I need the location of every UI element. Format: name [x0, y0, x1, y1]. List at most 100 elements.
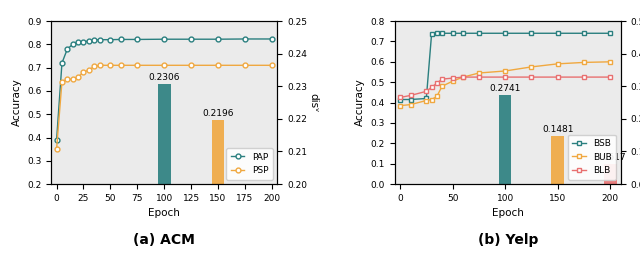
PSP — [214, 64, 222, 67]
PAP — [74, 41, 82, 44]
PAP — [241, 37, 249, 41]
BSB — [580, 32, 588, 35]
PSP — [241, 64, 249, 67]
Y-axis label: Accuracy: Accuracy — [12, 79, 22, 127]
Text: (b) Yelp: (b) Yelp — [477, 233, 538, 247]
PAP — [134, 38, 141, 41]
Bar — [604, 164, 616, 184]
Bar — [157, 84, 171, 184]
Legend: PAP, PSP: PAP, PSP — [227, 148, 273, 180]
BSB — [554, 32, 561, 35]
BSB — [460, 32, 467, 35]
X-axis label: Epoch: Epoch — [492, 208, 524, 218]
PAP — [58, 61, 66, 64]
Line: PAP: PAP — [54, 37, 275, 142]
BUB — [449, 80, 456, 83]
PAP — [90, 39, 98, 42]
Line: PSP: PSP — [54, 63, 275, 151]
BUB — [554, 62, 561, 65]
Bar — [499, 95, 511, 184]
PAP — [69, 43, 77, 46]
PSP — [90, 65, 98, 68]
Text: 0.1481: 0.1481 — [542, 125, 573, 134]
BSB — [449, 32, 456, 35]
BLB — [607, 75, 614, 79]
PSP — [52, 148, 60, 151]
Bar — [212, 120, 225, 184]
BUB — [428, 98, 435, 101]
BLB — [475, 75, 483, 79]
PSP — [96, 64, 104, 67]
BSB — [527, 32, 535, 35]
PAP — [188, 38, 195, 41]
BUB — [460, 75, 467, 79]
PAP — [268, 37, 276, 41]
BSB — [433, 32, 441, 35]
Y-axis label: disᵛ: disᵛ — [308, 93, 318, 112]
BSB — [607, 32, 614, 35]
PSP — [188, 64, 195, 67]
PAP — [85, 39, 93, 42]
BLB — [428, 86, 435, 89]
BLB — [396, 96, 404, 99]
PAP — [106, 38, 114, 41]
PAP — [63, 47, 71, 50]
PSP — [85, 68, 93, 72]
BLB — [449, 77, 456, 80]
X-axis label: Epoch: Epoch — [148, 208, 180, 218]
PSP — [268, 64, 276, 67]
PSP — [79, 71, 87, 74]
PSP — [74, 75, 82, 79]
BSB — [501, 32, 509, 35]
BUB — [396, 104, 404, 107]
BUB — [527, 65, 535, 68]
BLB — [433, 82, 441, 85]
BLB — [580, 75, 588, 79]
BLB — [527, 75, 535, 79]
Y-axis label: Accuracy: Accuracy — [355, 79, 365, 127]
Bar — [552, 136, 564, 184]
BUB — [438, 85, 446, 88]
Line: BLB: BLB — [397, 75, 612, 100]
BUB — [580, 61, 588, 64]
Text: (a) ACM: (a) ACM — [133, 233, 195, 247]
BSB — [428, 33, 435, 36]
BLB — [406, 94, 414, 97]
BUB — [406, 103, 414, 106]
PAP — [52, 138, 60, 141]
Line: BSB: BSB — [397, 31, 612, 102]
BLB — [501, 75, 509, 79]
Text: 0.0617: 0.0617 — [595, 153, 626, 162]
BLB — [460, 75, 467, 79]
BSB — [422, 97, 430, 100]
PSP — [69, 78, 77, 81]
BUB — [433, 95, 441, 98]
BSB — [406, 98, 414, 101]
PAP — [96, 38, 104, 41]
BUB — [607, 60, 614, 63]
BSB — [438, 32, 446, 35]
BUB — [475, 72, 483, 75]
BSB — [475, 32, 483, 35]
BLB — [438, 78, 446, 81]
BSB — [396, 98, 404, 101]
PAP — [161, 38, 168, 41]
PSP — [63, 78, 71, 81]
BUB — [422, 99, 430, 102]
PSP — [117, 64, 125, 67]
Text: 0.2196: 0.2196 — [202, 109, 234, 118]
BLB — [554, 75, 561, 79]
PSP — [106, 64, 114, 67]
BUB — [501, 69, 509, 73]
Text: 0.2306: 0.2306 — [148, 73, 180, 82]
PSP — [58, 80, 66, 83]
PSP — [134, 64, 141, 67]
Legend: BSB, BUB, BLB: BSB, BUB, BLB — [568, 135, 616, 180]
PAP — [79, 41, 87, 44]
BLB — [422, 90, 430, 93]
PSP — [161, 64, 168, 67]
PAP — [214, 38, 222, 41]
PAP — [117, 38, 125, 41]
Text: 0.2741: 0.2741 — [490, 84, 521, 93]
Line: BUB: BUB — [397, 59, 612, 108]
